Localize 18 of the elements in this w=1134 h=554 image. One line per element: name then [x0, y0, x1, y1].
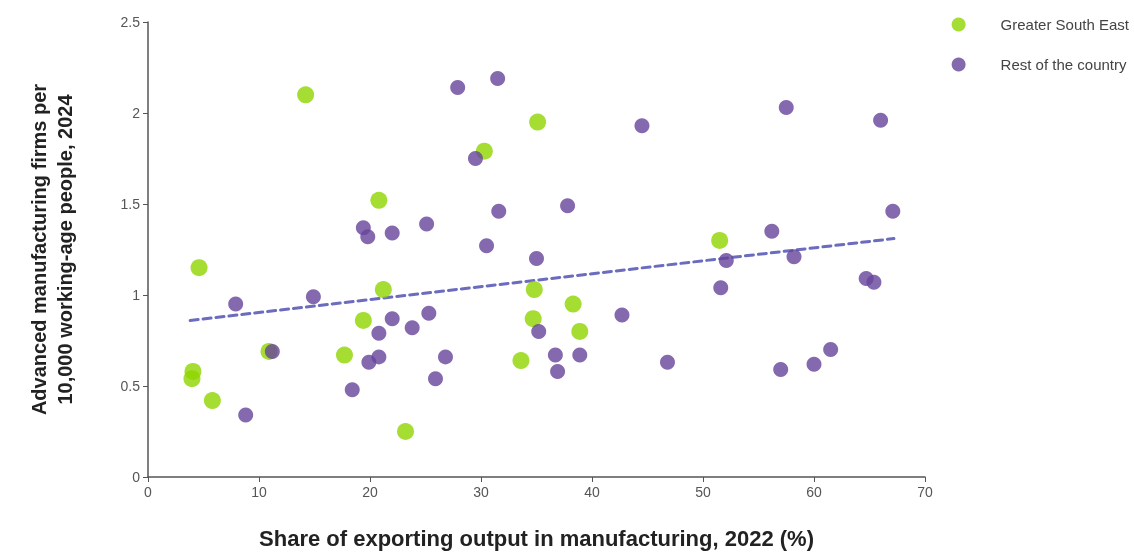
y-tick-label: 1	[132, 287, 141, 303]
y-axis-title: Advanced manufacturing firms per 10,000 working-age people, 2024	[28, 83, 76, 416]
legend-label: Rest of the country	[1000, 56, 1127, 73]
x-tick-label: 50	[695, 484, 711, 500]
x-tick-label: 30	[473, 484, 489, 500]
legend-label: Greater South East	[1000, 16, 1130, 33]
y-tick-label: 0	[132, 469, 141, 485]
x-tick-label: 0	[144, 484, 153, 500]
x-tick-label: 40	[584, 484, 600, 500]
x-tick-label: 20	[362, 484, 378, 500]
x-axis-title: Share of exporting output in manufacturing, 2022 (%)	[259, 525, 814, 551]
x-tick-label: 70	[917, 484, 933, 500]
x-tick-label: 60	[806, 484, 822, 500]
x-tick-label: 10	[251, 484, 267, 500]
y-tick-label: 0.5	[120, 378, 141, 394]
y-tick-label: 1.5	[120, 196, 141, 212]
y-tick-label: 2	[132, 105, 141, 121]
y-tick-label: 2.5	[120, 14, 141, 30]
